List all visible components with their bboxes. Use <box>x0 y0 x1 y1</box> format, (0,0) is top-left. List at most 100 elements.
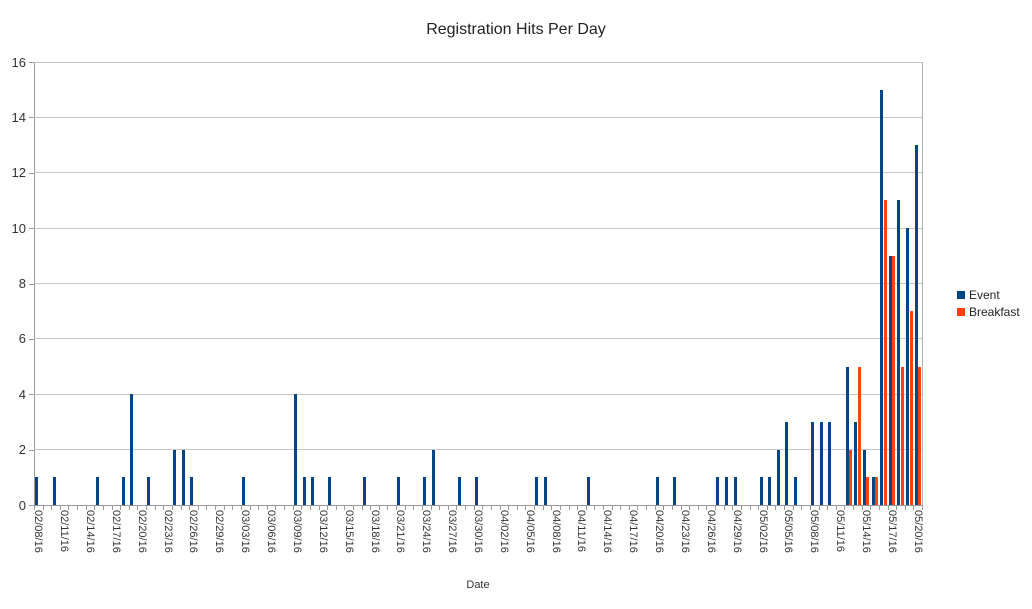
x-axis-tick <box>163 506 165 510</box>
event-bar-02/26/16 <box>190 477 194 505</box>
x-axis-tick <box>42 506 44 510</box>
x-axis-tick <box>878 506 880 510</box>
y-axis-label: 4 <box>18 386 26 402</box>
x-axis-tick <box>577 506 579 510</box>
event-bar-03/28/16 <box>457 477 461 505</box>
x-axis-label: 05/11/16 <box>834 510 847 553</box>
x-axis-tick <box>904 506 906 510</box>
x-axis-tick <box>870 506 872 510</box>
x-axis-tick <box>611 506 613 510</box>
event-bar-05/13/16 <box>854 421 858 505</box>
plot-area <box>34 61 923 505</box>
x-axis-label: 03/18/16 <box>368 510 381 553</box>
x-axis-tick <box>51 506 53 510</box>
x-axis-tick <box>137 506 139 510</box>
x-axis-label: 02/29/16 <box>213 510 226 553</box>
y-gridline <box>34 61 922 63</box>
x-axis-tick <box>154 506 156 510</box>
x-axis-tick <box>370 506 372 510</box>
x-axis-tick <box>861 506 863 510</box>
event-bar-04/29/16 <box>733 477 737 505</box>
y-axis-tick <box>29 228 34 230</box>
event-bar-04/27/16 <box>716 477 720 505</box>
x-axis-label: 03/21/16 <box>394 510 407 553</box>
x-axis-tick <box>818 506 820 510</box>
x-axis-tick <box>249 506 251 510</box>
x-axis-label: 04/05/16 <box>523 510 536 553</box>
x-axis-tick <box>835 506 837 510</box>
x-axis-label: 04/29/16 <box>730 510 743 553</box>
x-axis-label: 03/06/16 <box>265 510 278 553</box>
x-axis-tick <box>413 506 415 510</box>
y-axis-label: 16 <box>11 54 26 70</box>
x-axis-tick <box>465 506 467 510</box>
breakfast-bar-05/14/16 <box>866 477 870 505</box>
x-axis-tick <box>94 506 96 510</box>
x-axis-label: 03/03/16 <box>239 510 252 553</box>
x-axis-tick <box>594 506 596 510</box>
y-gridline <box>34 116 922 118</box>
x-axis-tick <box>68 506 70 510</box>
y-gridline <box>34 283 922 284</box>
x-axis-tick <box>680 506 682 510</box>
x-axis-tick <box>59 506 61 510</box>
event-bar-04/20/16 <box>656 477 660 505</box>
breakfast-bar-05/15/16 <box>875 477 879 505</box>
event-bar-05/20/16 <box>914 145 918 505</box>
x-axis-title: Date <box>466 579 490 591</box>
event-bar-03/25/16 <box>431 449 435 505</box>
event-bar-05/03/16 <box>768 477 772 505</box>
x-axis-tick <box>585 506 587 510</box>
x-axis-tick <box>534 506 536 510</box>
x-axis-label: 04/02/16 <box>497 510 510 553</box>
event-bar-02/25/16 <box>181 449 185 505</box>
y-axis-tick <box>29 394 34 396</box>
x-axis-label: 04/26/16 <box>704 510 717 553</box>
x-axis-tick <box>809 506 811 510</box>
event-bar-02/08/16 <box>35 477 39 505</box>
x-axis-tick <box>439 506 441 510</box>
event-bar-05/09/16 <box>819 421 823 505</box>
x-axis-tick <box>430 506 432 510</box>
x-axis-tick <box>706 506 708 510</box>
x-axis-label: 02/26/16 <box>187 510 200 553</box>
x-axis-tick <box>896 506 898 510</box>
x-axis-tick <box>620 506 622 510</box>
breakfast-bar-05/20/16 <box>918 366 922 505</box>
x-axis-tick <box>542 506 544 510</box>
x-axis-tick <box>111 506 113 510</box>
chart-title: Registration Hits Per Day <box>426 21 606 38</box>
event-bar-04/07/16 <box>543 477 547 505</box>
x-axis-tick <box>723 506 725 510</box>
event-bar-05/18/16 <box>897 200 901 505</box>
x-axis-tick <box>603 506 604 510</box>
x-axis-tick <box>559 506 561 510</box>
x-axis-tick <box>232 506 234 510</box>
event-bar-05/04/16 <box>776 449 780 505</box>
event-bar-05/12/16 <box>845 366 849 505</box>
breakfast-bar-05/13/16 <box>857 366 861 505</box>
y-gridline <box>34 227 922 229</box>
x-axis-tick <box>102 506 104 510</box>
x-axis-tick <box>456 506 458 510</box>
x-axis-tick <box>447 506 449 510</box>
event-bar-05/08/16 <box>811 421 815 505</box>
x-axis-tick <box>344 506 346 510</box>
breakfast-bar-05/17/16 <box>892 255 896 505</box>
x-axis-label: 03/24/16 <box>420 510 433 553</box>
x-axis-tick <box>301 506 303 510</box>
legend-label-breakfast: Breakfast <box>969 305 1020 319</box>
event-bar-03/11/16 <box>311 477 315 505</box>
x-axis-tick <box>215 506 217 510</box>
x-axis-label: 02/23/16 <box>161 510 174 553</box>
y-gridline <box>34 338 922 340</box>
x-axis-tick <box>378 506 380 510</box>
event-bar-03/17/16 <box>362 477 366 505</box>
event-bar-03/03/16 <box>242 477 246 505</box>
event-bar-02/10/16 <box>52 477 56 505</box>
x-axis-tick <box>120 506 122 510</box>
event-bar-03/10/16 <box>302 477 306 505</box>
event-bar-04/28/16 <box>725 477 729 505</box>
x-axis-tick <box>628 506 630 510</box>
event-bar-05/06/16 <box>793 477 797 505</box>
